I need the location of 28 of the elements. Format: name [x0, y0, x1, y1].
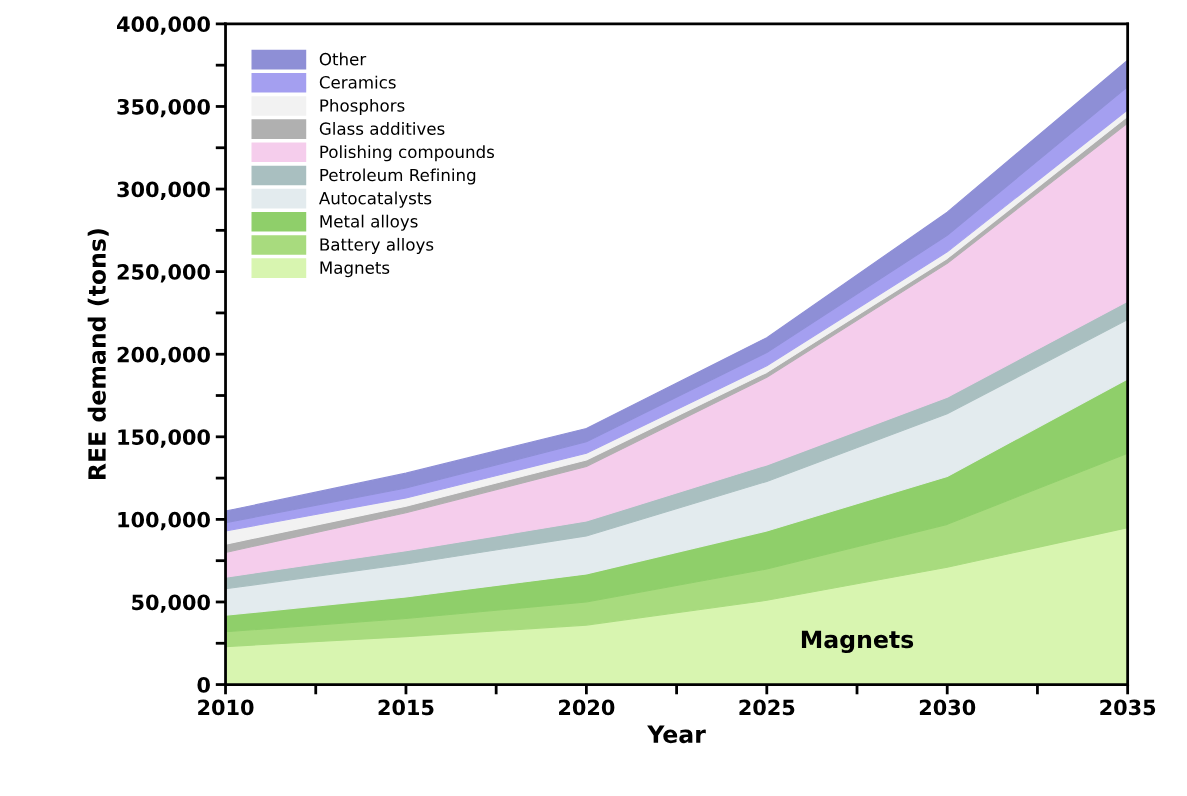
legend-label: Autocatalysts [318, 191, 432, 208]
legend-label: Polishing compounds [320, 145, 495, 162]
x-tick-label: 2010 [198, 699, 254, 716]
legend-label: Metal alloys [320, 214, 418, 231]
legend-label: Magnets [320, 261, 390, 278]
annotation: Magnets [801, 630, 914, 654]
x-tick-label: 2015 [378, 699, 434, 716]
x-tick-label: 2035 [1100, 699, 1156, 716]
y-axis-title: REE demand (tons) [87, 229, 109, 480]
y-tick-label: 300,000 [117, 181, 210, 200]
legend-label: Battery alloys [320, 237, 434, 255]
y-tick-label: 100,000 [118, 511, 210, 531]
legend-label: Petroleum Refining [320, 168, 476, 185]
y-tick-label: 50,000 [132, 594, 210, 613]
x-tick-label: 2030 [919, 699, 976, 716]
x-tick-label: 2025 [739, 699, 795, 716]
legend-label: Glass additives [319, 122, 445, 135]
y-tick-label: 200,000 [117, 346, 210, 366]
y-tick-label: 250,000 [117, 264, 210, 283]
y-tick-label: 350,000 [117, 98, 210, 118]
y-tick-label: 150,000 [118, 429, 210, 448]
x-tick-label: 2020 [559, 699, 615, 716]
y-tick-label: 0 [197, 677, 210, 693]
legend-label: Ceramics [319, 75, 396, 89]
y-tick-label: 400,000 [117, 16, 210, 35]
x-axis-title: Year [647, 725, 706, 744]
legend-label: Other [319, 52, 367, 66]
legend-label: Phosphors [320, 98, 405, 116]
